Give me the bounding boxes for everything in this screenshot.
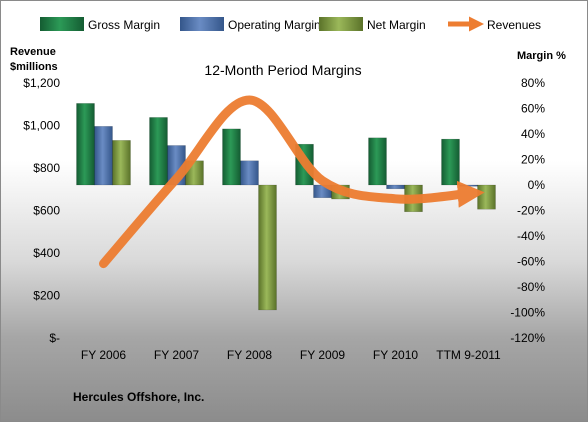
x-category-labels: FY 2006 FY 2007 FY 2008 FY 2009 FY 2010 TTM 9… [81,348,501,362]
legend-label-revenues: Revenues [487,18,541,32]
legend-label-net-margin: Net Margin [367,18,426,32]
y-right-tick-label: -80% [517,280,545,294]
y-left-axis-label-line1: Revenue [10,46,56,58]
legend-swatch-gross-margin [40,17,84,31]
bar-net-margin-ttm-9-2011 [477,184,496,210]
y-left-tick-label: $1,200 [23,76,60,90]
y-left-tick-label: $400 [33,246,60,260]
bar-gross-margin-fy-2010 [368,137,387,186]
y-left-tick-label: $200 [33,289,60,303]
legend: Gross Margin Operating Margin Net Margin… [40,16,541,32]
bar-gross-margin-fy-2008 [222,128,241,186]
y-right-tick-label: 80% [521,76,545,90]
bar-operating-margin-fy-2010 [386,184,405,190]
y-right-tick-label: -40% [517,229,545,243]
y-right-tick-label: 20% [521,153,545,167]
y-right-tick-label: 40% [521,127,545,141]
y-right-tick-label: 60% [521,102,545,116]
x-category-label: FY 2009 [300,348,345,362]
y-right-tick-labels: -120% -100% -80% -60% -40% -20% 0% 20% 40% 60% 80% [510,76,545,345]
y-right-axis-label: Margin % [517,50,566,62]
y-right-tick-label: -60% [517,255,545,269]
y-left-tick-label: $- [49,331,60,345]
bar-gross-margin-ttm-9-2011 [441,138,460,186]
y-right-tick-label: 0% [528,178,546,192]
bar-operating-margin-ttm-9-2011 [459,184,478,187]
x-category-label: FY 2008 [227,348,272,362]
bar-gross-margin-fy-2007 [149,117,168,186]
bar-net-margin-fy-2006 [112,140,131,186]
bar-operating-margin-fy-2008 [240,160,259,186]
x-category-label: TTM 9-2011 [436,348,501,362]
y-left-tick-labels: $- $200 $400 $600 $800 $1,000 $1,200 [23,76,60,345]
bar-net-margin-fy-2008 [258,184,277,311]
revenue-line-layer [99,95,485,269]
bar-gross-margin-fy-2006 [76,103,95,186]
bar-operating-margin-fy-2006 [94,126,113,186]
x-category-label: FY 2006 [81,348,126,362]
y-right-tick-label: -120% [510,331,545,345]
chart-title: 12-Month Period Margins [204,62,361,78]
legend-label-gross-margin: Gross Margin [88,18,160,32]
legend-swatch-net-margin [319,17,363,31]
legend-label-operating-margin: Operating Margin [228,18,321,32]
y-right-tick-label: -20% [517,204,545,218]
y-left-tick-label: $600 [33,204,60,218]
company-name: Hercules Offshore, Inc. [73,390,204,404]
y-right-tick-label: -100% [510,306,545,320]
x-category-label: FY 2010 [373,348,418,362]
revenue-line [99,95,485,269]
bar-series [76,103,496,311]
legend-swatch-operating-margin [180,17,224,31]
y-left-tick-label: $1,000 [23,119,60,133]
y-left-axis-label-line2: $millions [10,61,58,73]
y-left-tick-label: $800 [33,161,60,175]
x-category-label: FY 2007 [154,348,199,362]
